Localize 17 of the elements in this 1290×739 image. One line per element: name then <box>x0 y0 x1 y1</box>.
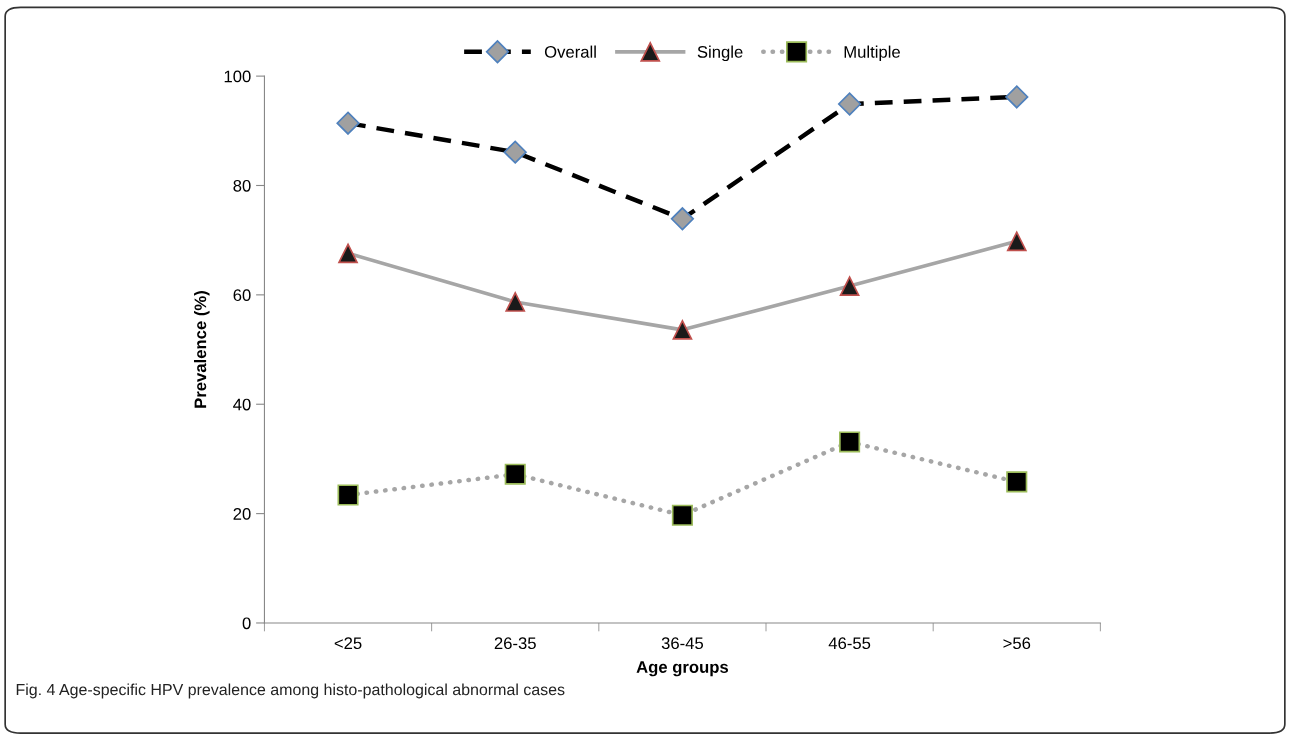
x-tick-label: >56 <box>1003 637 1031 650</box>
x-tick-label: 26-35 <box>494 637 536 650</box>
y-tick-label: 40 <box>233 398 251 411</box>
y-tick-label: 60 <box>233 289 251 302</box>
y-tick-label: 100 <box>224 70 251 83</box>
legend-label: Multiple <box>844 45 900 62</box>
x-tick-label: <25 <box>334 637 362 650</box>
x-tick-label: 36-45 <box>661 637 704 650</box>
x-tick-label: 46-55 <box>828 637 871 650</box>
y-tick-label: 80 <box>233 179 251 192</box>
y-tick-label: 0 <box>242 617 251 630</box>
x-axis-title: Age groups <box>636 661 729 677</box>
y-axis-title: Prevalence (%) <box>194 291 210 408</box>
legend-label: Single <box>697 45 743 62</box>
caption: Fig. 4 Age-specific HPV prevalence among histo-pathological abnormal cases <box>16 683 565 699</box>
legend-label: Overall <box>544 45 596 58</box>
y-tick-label: 20 <box>233 508 251 520</box>
